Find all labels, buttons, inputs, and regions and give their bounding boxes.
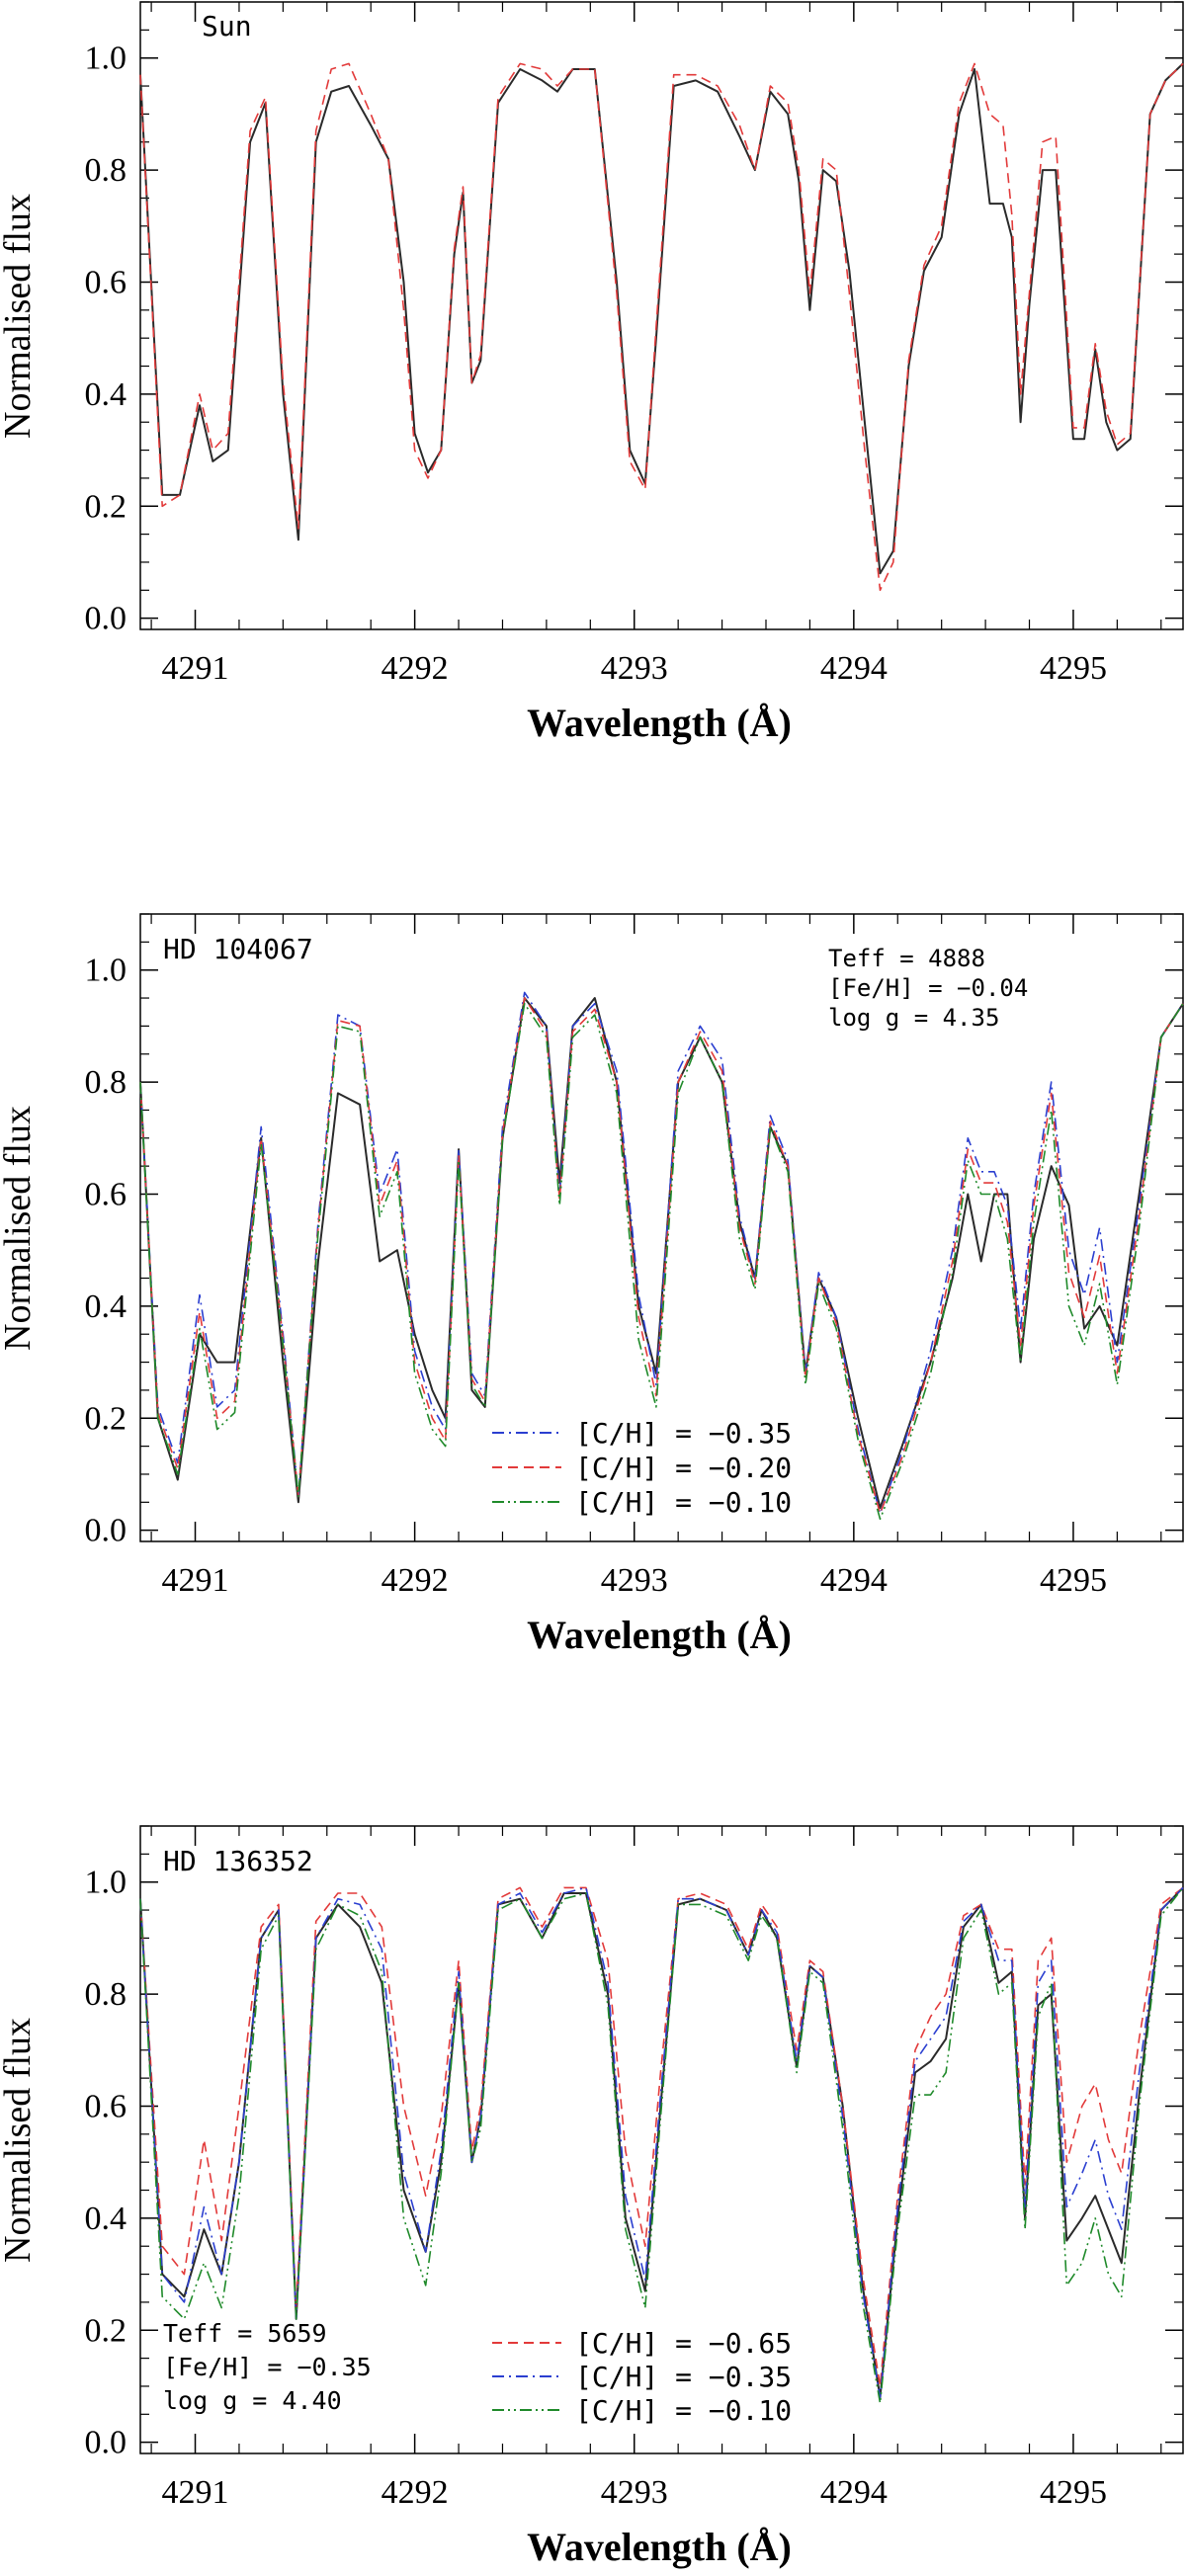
plot-frame (139, 1825, 1184, 2454)
series-line-0-observed (139, 62, 1184, 575)
spectrum-series (139, 1886, 1184, 2404)
series-line-1-red (139, 1886, 1184, 2387)
legend-label-1: [C/H] = −0.20 (575, 1452, 792, 1484)
x-axis-title: Wavelength (Å) (527, 701, 792, 745)
x-tick-label: 4293 (601, 2474, 668, 2511)
axis-ticks (140, 1825, 1183, 2453)
legend-label-2: [C/H] = −0.10 (575, 1486, 792, 1519)
axis-ticks (140, 1, 1183, 629)
legend: [C/H] = −0.35 [C/H] = −0.20 [C/H] = −0.1… (492, 1417, 792, 1519)
x-tick-label: 4291 (162, 1562, 229, 1599)
y-tick-label: 0.4 (85, 376, 127, 413)
stellar-parameters: Teff = 4888 [Fe/H] = −0.04 log g = 4.35 (828, 945, 1028, 1032)
x-tick-label: 4292 (381, 650, 449, 687)
panel-label: HD 136352 (163, 1845, 313, 1877)
x-tick-label: 4293 (601, 1562, 668, 1599)
y-tick-labels: 0.0 0.2 0.4 0.6 0.8 1.0 (85, 1865, 127, 2461)
param-feh: [Fe/H] = −0.35 (163, 2353, 372, 2381)
x-tick-label: 4291 (162, 2474, 229, 2511)
x-axis-title: Wavelength (Å) (527, 1613, 792, 1657)
x-tick-label: 4294 (820, 2474, 888, 2511)
stellar-parameters: Teff = 5659 [Fe/H] = −0.35 log g = 4.40 (163, 2319, 372, 2415)
param-feh: [Fe/H] = −0.04 (828, 974, 1028, 1002)
x-tick-label: 4292 (381, 1562, 449, 1599)
y-tick-label: 0.4 (85, 2201, 127, 2237)
y-tick-label: 0.0 (85, 601, 127, 637)
y-axis-title: Normalised flux (0, 194, 39, 439)
y-tick-label: 1.0 (85, 1865, 127, 1901)
series-line-3-green (139, 1886, 1184, 2404)
panel-hd104067: 0.00.20.40.60.81.0 4291 4292 4293 4294 4295 … (0, 913, 1184, 1657)
param-logg: log g = 4.40 (163, 2386, 342, 2415)
x-tick-labels: 4291 4292 4293 4294 4295 (162, 1562, 1107, 1599)
y-tick-label: 0.0 (85, 1513, 127, 1549)
y-tick-labels: 0.0 0.2 0.4 0.6 0.8 1.0 (85, 41, 127, 637)
spectrum-series (139, 62, 1184, 592)
x-tick-label: 4291 (162, 650, 229, 687)
x-tick-labels: 4291 4292 4293 4294 4295 (162, 650, 1107, 687)
series-line-1-red (139, 62, 1184, 592)
y-axis-title: Normalised flux (0, 2018, 39, 2263)
param-logg: log g = 4.35 (828, 1004, 999, 1032)
series-line-3-green (139, 1002, 1184, 1521)
panel-label: Sun (202, 10, 252, 42)
x-tick-label: 4292 (381, 2474, 449, 2511)
plot-frame (139, 913, 1184, 1542)
y-tick-label: 0.4 (85, 1288, 127, 1325)
y-tick-label: 0.0 (85, 2425, 127, 2461)
param-teff: Teff = 5659 (163, 2319, 327, 2348)
y-tick-label: 0.2 (85, 1400, 127, 1437)
panel-label: HD 104067 (163, 933, 313, 965)
y-tick-label: 0.8 (85, 1976, 127, 2013)
y-tick-label: 0.2 (85, 488, 127, 525)
param-teff: Teff = 4888 (828, 945, 985, 972)
spectrum-series (139, 991, 1184, 1521)
panel-hd136352: 0.00.20.40.60.81.0 4291 4292 4293 4294 4295 … (0, 1825, 1184, 2569)
y-tick-label: 0.8 (85, 152, 127, 189)
legend-label-0: [C/H] = −0.35 (575, 1417, 792, 1450)
x-tick-label: 4295 (1040, 650, 1107, 687)
x-tick-label: 4295 (1040, 1562, 1107, 1599)
x-tick-labels: 4291 4292 4293 4294 4295 (162, 2474, 1107, 2511)
x-tick-label: 4294 (820, 650, 888, 687)
y-tick-label: 1.0 (85, 953, 127, 989)
legend-label-0: [C/H] = −0.65 (575, 2327, 792, 2360)
x-tick-label: 4294 (820, 1562, 888, 1599)
axis-ticks (140, 913, 1183, 1541)
y-tick-label: 0.8 (85, 1064, 127, 1101)
legend-label-1: [C/H] = −0.35 (575, 2361, 792, 2393)
y-axis-title: Normalised flux (0, 1106, 39, 1351)
legend: [C/H] = −0.65 [C/H] = −0.35 [C/H] = −0.1… (492, 2327, 792, 2427)
y-tick-label: 0.6 (85, 2088, 127, 2124)
y-tick-label: 1.0 (85, 41, 127, 77)
plot-frame (139, 1, 1184, 630)
x-tick-label: 4295 (1040, 2474, 1107, 2511)
series-line-2-blue (139, 1886, 1184, 2399)
panel-sun: 0.00.20.40.60.81.0 4291 4292 4293 4294 4295 … (0, 1, 1184, 745)
x-axis-title: Wavelength (Å) (527, 2525, 792, 2569)
legend-label-2: [C/H] = −0.10 (575, 2394, 792, 2427)
x-tick-label: 4293 (601, 650, 668, 687)
y-tick-label: 0.2 (85, 2312, 127, 2349)
y-tick-label: 0.6 (85, 1176, 127, 1212)
y-tick-label: 0.6 (85, 264, 127, 300)
y-tick-labels: 0.0 0.2 0.4 0.6 0.8 1.0 (85, 953, 127, 1549)
